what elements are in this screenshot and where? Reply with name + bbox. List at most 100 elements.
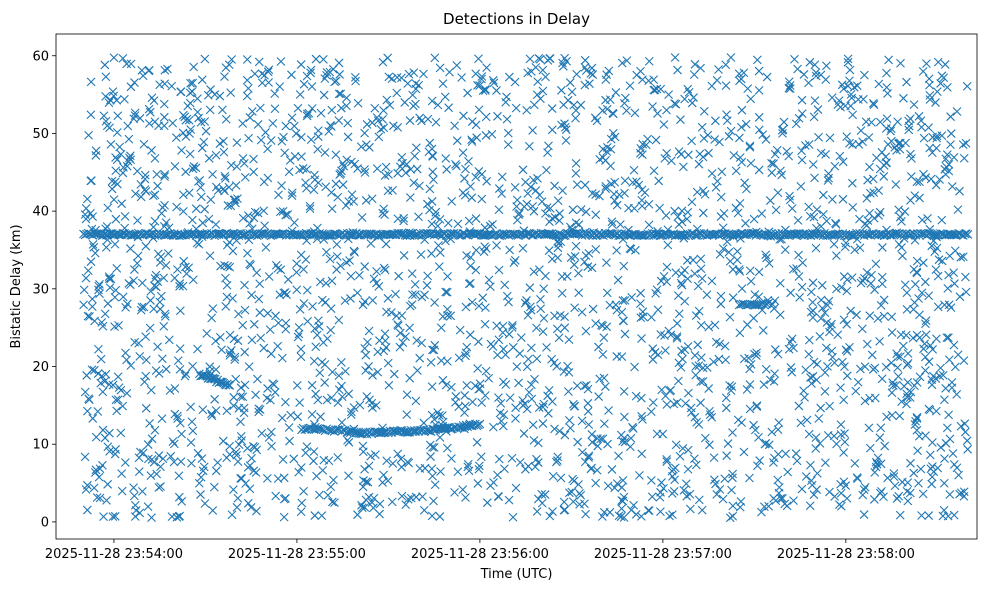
data-point — [401, 500, 411, 510]
data-point — [891, 180, 901, 189]
data-point — [320, 148, 330, 157]
data-point — [942, 162, 951, 172]
data-point — [228, 485, 238, 494]
data-point — [310, 511, 320, 520]
data-point — [350, 72, 360, 82]
data-point — [344, 389, 354, 399]
data-point — [860, 362, 870, 372]
data-point — [511, 103, 521, 113]
data-point — [372, 278, 381, 288]
data-point — [294, 329, 304, 339]
data-point — [317, 357, 327, 367]
data-point — [116, 385, 126, 395]
data-point — [533, 173, 542, 183]
data-point — [147, 513, 156, 523]
data-point — [696, 398, 705, 408]
data-point — [681, 479, 691, 489]
data-point — [547, 254, 557, 264]
data-point — [109, 195, 119, 204]
data-point — [924, 511, 934, 520]
data-point — [631, 391, 641, 401]
data-point — [932, 133, 942, 143]
data-point — [777, 234, 786, 244]
data-point — [429, 443, 439, 452]
data-point — [90, 248, 100, 258]
data-point — [594, 342, 603, 352]
data-point — [839, 315, 849, 325]
data-point — [111, 214, 121, 224]
data-point — [346, 294, 355, 303]
data-point — [759, 502, 769, 512]
data-point — [628, 178, 638, 187]
data-point — [100, 60, 110, 70]
data-point — [820, 387, 830, 396]
data-point — [950, 279, 959, 288]
data-point — [475, 81, 485, 90]
data-point — [257, 429, 267, 438]
data-point — [869, 188, 879, 198]
data-point — [683, 445, 693, 455]
data-point — [211, 406, 221, 415]
data-point — [959, 356, 969, 365]
data-point — [89, 242, 99, 252]
data-point — [146, 296, 155, 305]
data-point — [750, 290, 760, 300]
data-point — [299, 486, 308, 496]
data-point — [220, 186, 229, 196]
data-point — [475, 419, 485, 429]
data-point — [417, 116, 426, 126]
data-point — [603, 439, 612, 449]
data-point — [584, 453, 593, 462]
data-point — [940, 454, 949, 464]
data-point — [913, 446, 922, 456]
data-point — [848, 140, 857, 149]
data-point — [718, 244, 728, 254]
data-point — [812, 485, 822, 494]
data-point — [626, 433, 636, 443]
data-point — [99, 111, 109, 121]
data-point — [465, 330, 475, 340]
data-point — [146, 471, 156, 481]
data-point — [398, 158, 407, 168]
data-point — [186, 402, 196, 412]
data-point — [91, 151, 101, 160]
data-point — [179, 190, 188, 200]
data-point — [467, 297, 477, 307]
data-point — [617, 352, 627, 362]
data-point — [859, 510, 869, 519]
data-point — [86, 208, 95, 218]
data-point — [389, 369, 399, 379]
data-point — [835, 151, 845, 161]
data-point — [620, 93, 630, 103]
data-point — [891, 380, 901, 390]
data-point — [567, 225, 577, 235]
data-point — [887, 136, 896, 146]
data-point — [615, 220, 625, 229]
data-point — [378, 478, 387, 487]
data-point — [817, 303, 827, 313]
data-point — [426, 452, 435, 461]
data-point — [884, 55, 894, 65]
data-point — [580, 55, 590, 65]
data-point — [902, 304, 912, 314]
data-point — [718, 494, 728, 504]
data-point — [221, 273, 230, 283]
data-point — [534, 265, 544, 275]
data-point — [912, 267, 922, 277]
data-point — [845, 138, 854, 148]
data-point — [572, 69, 582, 79]
data-point — [889, 469, 899, 478]
data-point — [393, 122, 403, 132]
data-point — [118, 292, 128, 302]
data-point — [554, 239, 563, 248]
data-point — [955, 186, 964, 196]
data-point — [867, 270, 876, 280]
data-point — [379, 470, 388, 480]
data-point — [498, 421, 508, 431]
data-point — [811, 243, 821, 253]
data-point — [577, 307, 587, 317]
data-point — [373, 347, 383, 357]
data-point — [274, 318, 283, 328]
data-point — [197, 75, 207, 85]
